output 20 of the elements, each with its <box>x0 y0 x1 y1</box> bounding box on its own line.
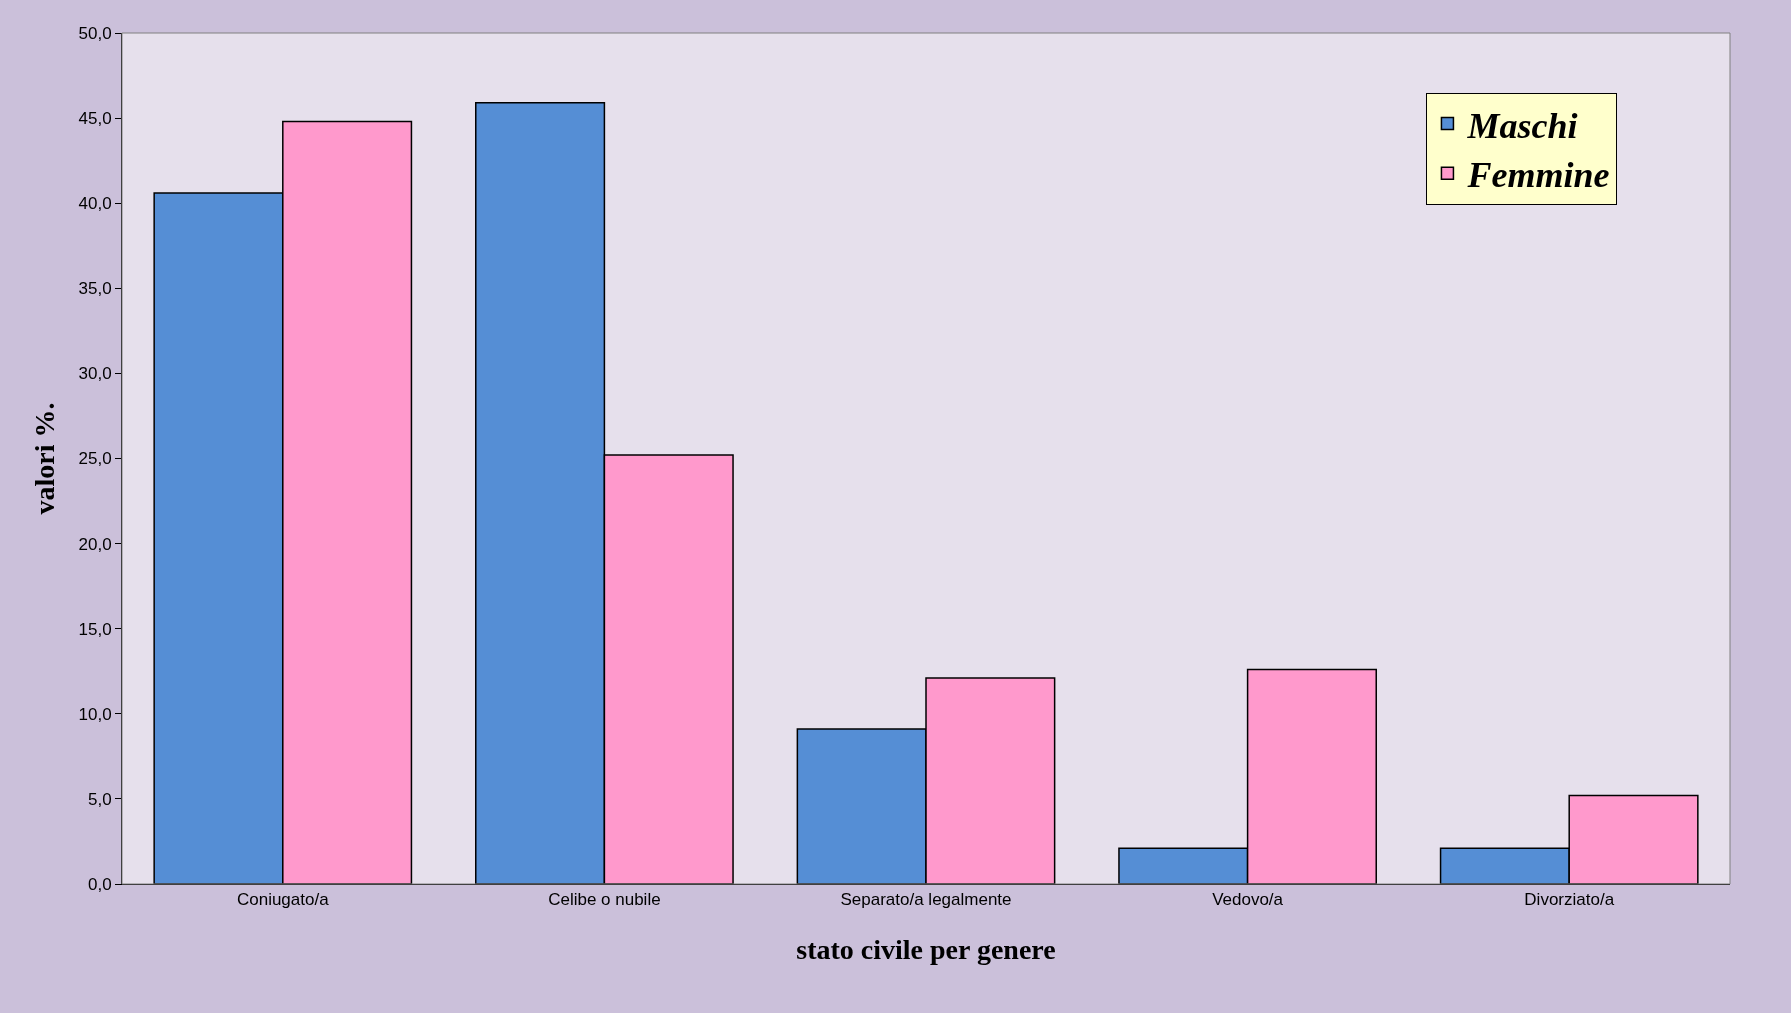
y-tick-label: 5,0 <box>87 789 112 809</box>
legend-label: Femmine <box>1466 155 1610 196</box>
y-tick-label: 20,0 <box>78 534 112 554</box>
y-tick-label: 15,0 <box>78 619 112 639</box>
legend-label: Maschi <box>1466 105 1578 146</box>
y-axis-title: valori %. <box>29 402 61 515</box>
y-tick-label: 35,0 <box>78 279 112 299</box>
y-tick-label: 10,0 <box>78 704 112 724</box>
x-tick-label: Separato/a legalmente <box>840 890 1012 910</box>
x-axis-title: stato civile per genere <box>796 933 1056 965</box>
y-tick-label: 50,0 <box>78 23 112 43</box>
x-tick-label: Coniugato/a <box>236 890 330 910</box>
x-tick-label: Vedovo/a <box>1212 890 1284 910</box>
y-tick-label: 30,0 <box>78 364 112 384</box>
y-tick-label: 25,0 <box>78 449 112 469</box>
y-tick-label: 0,0 <box>87 874 112 894</box>
y-tick-label: 40,0 <box>78 194 112 214</box>
y-tick-label: 45,0 <box>78 109 112 129</box>
x-tick-label: Divorziato/a <box>1524 890 1615 910</box>
x-tick-label: Celibe o nubile <box>548 890 661 910</box>
